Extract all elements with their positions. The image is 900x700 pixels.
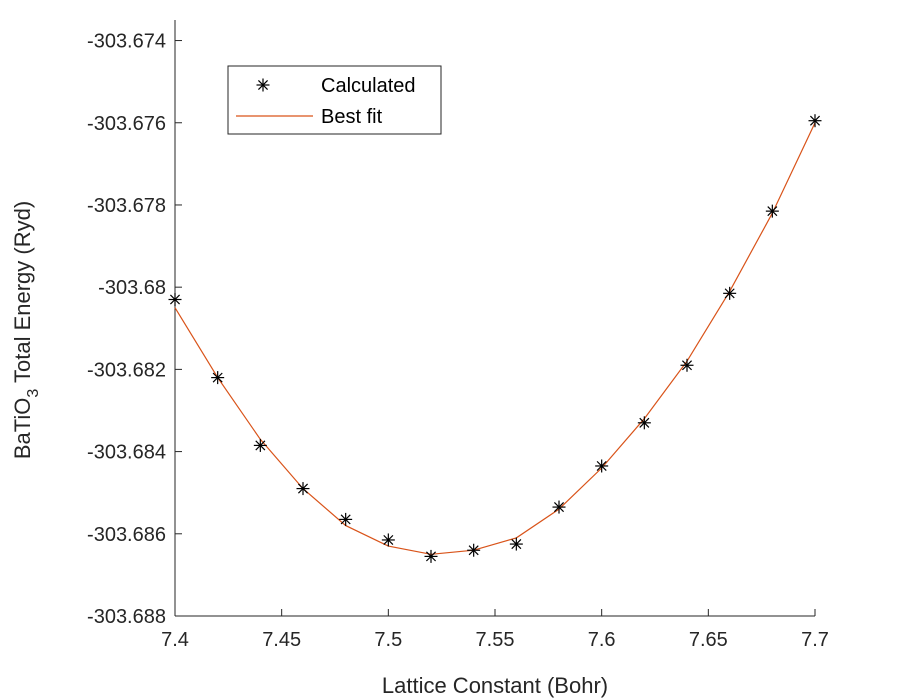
- x-tick-label: 7.55: [476, 629, 515, 651]
- y-tick-label: -303.684: [87, 442, 166, 464]
- best-fit-line: [174, 122, 816, 555]
- legend-best-fit-label: Best fit: [321, 106, 383, 128]
- calculated-point: [339, 512, 353, 526]
- calculated-point: [509, 537, 523, 551]
- y-tick-label: -303.68: [98, 277, 166, 299]
- calculated-point: [808, 114, 822, 128]
- y-axis-label-main: BaTiO: [10, 398, 35, 460]
- x-tick-label: 7.45: [262, 629, 301, 651]
- y-tick-label: -303.674: [87, 31, 166, 53]
- calculated-point: [637, 416, 651, 430]
- calculated-point: [467, 543, 481, 557]
- y-tick-label: -303.682: [87, 359, 166, 381]
- x-tick-label: 7.65: [689, 629, 728, 651]
- calculated-point: [253, 438, 267, 452]
- x-tick-label: 7.4: [161, 629, 189, 651]
- calculated-point: [765, 204, 779, 218]
- axes: 7.4 7.45 7.5 7.55 7.6 7.65 7.7 -303.688 -303.686…: [87, 20, 829, 651]
- calculated-point: [168, 293, 182, 307]
- legend-calculated-marker: [256, 78, 270, 92]
- y-axis-label-rest: Total Energy (Ryd): [10, 201, 35, 389]
- calculated-point: [211, 371, 225, 385]
- calculated-point: [296, 482, 310, 496]
- calculated-point: [381, 533, 395, 547]
- y-tick-label: -303.676: [87, 113, 166, 135]
- calculated-markers: [168, 114, 822, 563]
- legend-calculated-star: [256, 78, 270, 92]
- x-axis-label: Lattice Constant (Bohr): [382, 673, 608, 698]
- x-tick-label: 7.6: [588, 629, 616, 651]
- legend: Calculated Best fit: [227, 65, 442, 135]
- calculated-point: [723, 286, 737, 300]
- calculated-point: [424, 549, 438, 563]
- x-tick-label: 7.7: [801, 629, 829, 651]
- y-tick-label: -303.688: [87, 606, 166, 628]
- x-tick-label: 7.5: [374, 629, 402, 651]
- y-axis-label: BaTiO3 Total Energy (Ryd): [10, 201, 42, 459]
- calculated-point: [595, 459, 609, 473]
- best-fit-line-group: [174, 122, 816, 555]
- legend-calculated-label: Calculated: [321, 75, 416, 97]
- y-axis-label-subscript: 3: [25, 389, 42, 398]
- y-tick-label: -303.678: [87, 195, 166, 217]
- legend-box: [227, 65, 442, 135]
- calculated-point: [552, 500, 566, 514]
- y-tick-label: -303.686: [87, 524, 166, 546]
- calculated-point: [680, 358, 694, 372]
